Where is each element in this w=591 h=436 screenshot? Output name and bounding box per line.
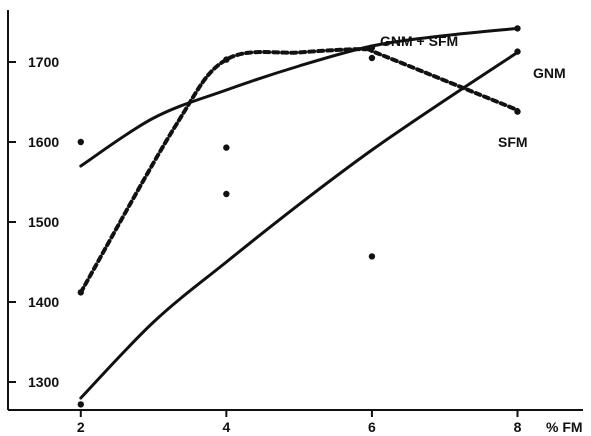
data-point <box>514 25 521 32</box>
y-tick-label: 1700 <box>28 54 59 70</box>
y-tick-label: 1600 <box>28 134 59 150</box>
data-points <box>77 25 521 408</box>
data-point <box>368 44 376 51</box>
series-line-gnm-sfm <box>79 26 519 168</box>
y-tick-label: 1400 <box>28 294 59 310</box>
curves <box>78 26 520 400</box>
x-ticks: 2 4 6 8 % FM <box>77 410 583 435</box>
x-axis-label: % FM <box>546 419 583 435</box>
series-labels: GNM + SFM GNM SFM <box>380 33 566 150</box>
x-tick-label: 2 <box>77 419 85 435</box>
data-point <box>223 190 230 198</box>
x-tick-label: 8 <box>514 419 522 435</box>
data-point <box>223 56 230 63</box>
data-point <box>514 48 521 55</box>
data-point <box>223 144 230 151</box>
data-point <box>368 54 376 62</box>
y-tick-label: 1500 <box>28 214 59 230</box>
axes <box>7 10 583 411</box>
data-point <box>77 289 84 296</box>
series-line-gnm <box>79 50 519 400</box>
data-point <box>77 401 84 408</box>
series-label-gnm-sfm: GNM + SFM <box>380 33 458 49</box>
x-tick-label: 6 <box>368 419 376 435</box>
x-tick-label: 4 <box>222 419 230 435</box>
data-point <box>77 138 84 146</box>
data-point <box>514 108 521 115</box>
series-label-gnm: GNM <box>533 65 566 81</box>
data-point <box>368 253 376 260</box>
series-label-sfm: SFM <box>498 134 528 150</box>
y-tick-label: 1300 <box>28 374 59 390</box>
series-line-sfm <box>78 45 520 295</box>
y-ticks: 1300 1400 1500 1600 1700 <box>8 54 59 390</box>
